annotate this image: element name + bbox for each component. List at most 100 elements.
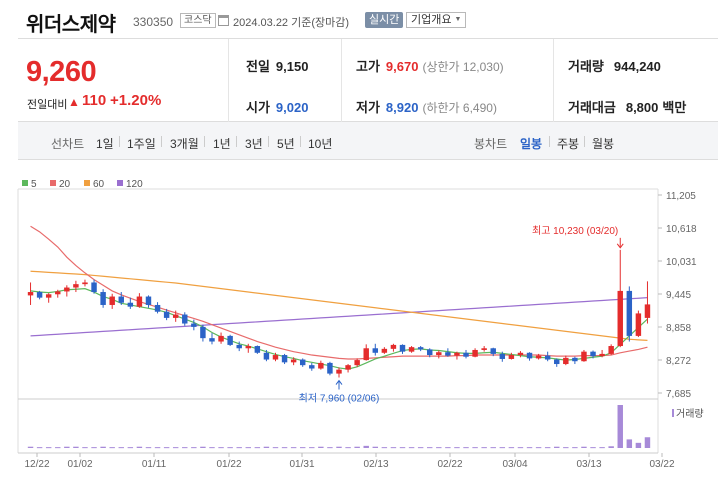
- volume-bar: [572, 447, 578, 449]
- lower-limit: (하한가 6,490): [422, 101, 497, 115]
- candle-body: [472, 349, 478, 357]
- tab-10year[interactable]: 10년: [308, 137, 333, 151]
- volume-bar: [281, 447, 288, 449]
- tab-separator: [236, 136, 237, 147]
- candle-body: [390, 344, 397, 349]
- tab-1year[interactable]: 1년: [213, 137, 231, 151]
- candlestick-chart[interactable]: 5 20 60 120 11,205 10,618 10,031 9,445 8,858 8,27…: [0, 160, 719, 477]
- price-summary: 9,260 전일대비 ▲ 110 +1.20% 전일 9,150 시가 9,020 …: [18, 38, 718, 122]
- tab-separator: [549, 136, 550, 147]
- tab-weekly[interactable]: 주봉: [557, 137, 580, 151]
- candle-body: [245, 346, 251, 349]
- change-label: 전일대비: [27, 99, 68, 111]
- volume-bar: [354, 446, 360, 448]
- legend-label: 120: [126, 179, 143, 190]
- volume-bar: [91, 447, 97, 449]
- volume-bar: [436, 447, 442, 449]
- volume-bar: [290, 447, 297, 449]
- candle-chart-label: 봉차트: [474, 137, 508, 151]
- candle-body: [27, 292, 34, 296]
- candle-body: [481, 348, 487, 350]
- legend-label: 20: [59, 179, 71, 190]
- y-tick-label: 9,445: [666, 290, 691, 301]
- chart-svg[interactable]: 5 20 60 120 11,205 10,618 10,031 9,445 8,858 8,27…: [0, 160, 719, 477]
- volume-bar: [191, 447, 197, 449]
- volume-bar: [517, 447, 524, 449]
- high-annotation: 최고 10,230 (03/20): [532, 225, 618, 237]
- ma60-line: [30, 270, 648, 342]
- volume-bar: [508, 447, 515, 449]
- legend-label: 5: [31, 179, 37, 190]
- volume-bar: [454, 447, 460, 449]
- volume-bar: [499, 447, 506, 449]
- volume-bar: [526, 447, 533, 449]
- candle-body: [218, 335, 224, 342]
- candle-body: [209, 338, 215, 342]
- candle-body: [381, 348, 388, 353]
- volume-bar: [490, 447, 496, 449]
- candle-body: [508, 355, 515, 359]
- volume-bar: [154, 447, 161, 449]
- tab-monthly[interactable]: 월봉: [592, 137, 615, 151]
- divider: [553, 39, 554, 122]
- volume-bar: [82, 447, 88, 449]
- high-value: 9,670: [385, 59, 419, 74]
- candle-body: [336, 369, 342, 374]
- volume-bar: [36, 447, 43, 449]
- tab-separator: [300, 136, 301, 147]
- line-chart-label: 선차트: [51, 137, 85, 151]
- amount-value: 8,800: [625, 100, 659, 115]
- volume-bar: [145, 447, 152, 449]
- volume-bar: [163, 447, 170, 449]
- market-badge: 코스닥: [180, 13, 216, 28]
- volume-bar: [417, 447, 424, 449]
- candle-body: [572, 357, 578, 362]
- candle-body: [36, 292, 43, 298]
- candle-body: [499, 353, 506, 359]
- tab-daily[interactable]: 일봉: [520, 137, 543, 151]
- amount-cell: 거래대금 8,800 백만: [568, 97, 686, 116]
- candle-body: [55, 291, 61, 295]
- tab-3month[interactable]: 3개월: [170, 137, 199, 151]
- candle-body: [581, 351, 587, 362]
- volume-bar: [608, 446, 614, 448]
- high-label: 고가: [356, 59, 380, 74]
- tab-5year[interactable]: 5년: [277, 137, 295, 151]
- candle-body: [318, 362, 324, 369]
- legend-swatch: [117, 180, 123, 186]
- volume-bar: [381, 447, 388, 449]
- candle-body: [172, 314, 179, 318]
- tab-1day[interactable]: 1일: [96, 137, 114, 151]
- tab-separator: [584, 136, 585, 147]
- volume-bar: [309, 447, 315, 449]
- stock-header: 위더스제약 330350 코스닥 2024.03.22 기준(장마감) 실시간 …: [0, 0, 719, 38]
- y-tick-label: 8,858: [666, 323, 691, 334]
- candle-body: [408, 347, 415, 352]
- tab-1week[interactable]: 1주일: [127, 137, 156, 151]
- quote-date: 2024.03.22 기준(장마감): [233, 14, 349, 30]
- volume-bar: [535, 447, 542, 449]
- y-tick-label: 10,618: [666, 224, 697, 235]
- x-tick-label: 01/22: [216, 459, 241, 470]
- volume-bar: [336, 446, 342, 448]
- stock-name: 위더스제약: [26, 14, 116, 36]
- ma20-line: [30, 225, 648, 360]
- volume-bar: [626, 439, 633, 448]
- volume-bar: [73, 446, 79, 448]
- volume-bar: [127, 447, 134, 449]
- candle-body: [82, 282, 88, 285]
- tab-3year[interactable]: 3년: [245, 137, 263, 151]
- amount-label: 거래대금: [568, 100, 616, 115]
- volume-bar: [390, 447, 397, 449]
- date-value: 2024.03.22: [233, 17, 289, 29]
- volume-bar: [45, 447, 52, 449]
- realtime-button[interactable]: 실시간: [365, 12, 404, 28]
- candle-body: [263, 352, 270, 360]
- up-arrow-icon: [335, 379, 343, 385]
- volume-bar: [481, 447, 487, 449]
- company-overview-button[interactable]: 기업개요 ▼: [406, 12, 467, 28]
- up-arrow-icon: ▲: [68, 95, 80, 109]
- chart-period-tabs: 선차트 1일 1주일 3개월 1년 3년 5년 10년 봉차트 일봉 주봉 월봉: [18, 122, 718, 160]
- candle-body: [517, 352, 524, 356]
- volume-bar: [372, 446, 379, 448]
